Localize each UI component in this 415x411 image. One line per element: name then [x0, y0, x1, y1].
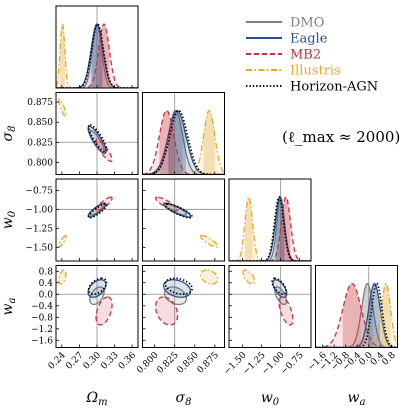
panel-Om-Om — [55, 5, 139, 89]
marginal-illustris-wa — [315, 282, 398, 348]
x-tick-label-s8: 0.825 — [155, 350, 180, 375]
marginal-dmo-w0 — [229, 196, 311, 261]
contour-eagle — [162, 279, 192, 298]
contour-horizon-agn — [164, 203, 193, 219]
axis-label-s8-x: σ8 — [176, 390, 192, 408]
y-tick-label-w0: −1.50 — [25, 243, 53, 253]
marginal-fill-mb2 — [315, 283, 398, 348]
contour-illustris — [58, 269, 67, 285]
marginal-fill-illustris — [142, 110, 225, 175]
axis-label-w0-x: w0 — [261, 390, 280, 408]
marginal-fill-mb2 — [229, 197, 311, 261]
y-tick-label-wa: 0.0 — [39, 290, 54, 300]
contour-horizon-agn — [271, 277, 287, 295]
marginal-fill-illustris — [56, 24, 138, 88]
legend-label-eagle: Eagle — [290, 32, 328, 47]
contour-illustris — [58, 234, 67, 248]
contour-mb2 — [95, 138, 113, 163]
marginal-mb2-s8 — [142, 109, 225, 175]
axis-label-s8-y: σ8 — [0, 126, 18, 142]
y-tick-label-wa: −1.6 — [31, 336, 53, 346]
panel-frame — [315, 265, 398, 348]
marginal-band-mb2 — [281, 197, 291, 261]
x-tick-label-s8: 0.875 — [196, 350, 221, 375]
y-tick-label-w0: −0.75 — [25, 186, 53, 196]
legend-label-horizon-agn: Horizon-AGN — [290, 80, 378, 95]
contour-horizon-agn — [87, 124, 108, 153]
marginal-fill-dmo — [56, 24, 138, 88]
y-tick-label-s8: 0.850 — [27, 118, 53, 128]
panel-frame — [228, 265, 312, 348]
y-tick-label-wa: −0.8 — [31, 313, 53, 323]
marginal-band-illustris — [203, 110, 215, 175]
marginal-fill-eagle — [315, 283, 398, 348]
marginal-band-mb2 — [159, 110, 174, 175]
contour-horizon-agn — [87, 277, 108, 295]
marginal-band-illustris — [244, 197, 253, 261]
y-tick-label-w0: −1.00 — [25, 205, 53, 215]
y-tick-label-wa: 0.4 — [39, 279, 54, 289]
x-tick-label-Om: 0.30 — [82, 350, 103, 371]
panel-Om-s8: 0.800 0.825 0.850 0.875 — [27, 92, 139, 175]
y-tick-label-wa: −0.4 — [31, 302, 53, 312]
marginal-fill-mb2 — [56, 24, 138, 88]
y-tick-label-s8: 0.800 — [27, 158, 53, 168]
contour-illustris — [242, 269, 256, 285]
x-tick-label-s8: 0.850 — [176, 350, 201, 375]
marginal-band-mb2 — [342, 283, 362, 348]
contour-illustris — [200, 269, 219, 285]
axis-label-Om-x: Ωm — [85, 390, 107, 408]
panel-w0-w0 — [228, 178, 312, 262]
contour-illustris — [58, 98, 67, 117]
marginal-fill-mb2 — [142, 110, 225, 175]
marginal-illustris-w0 — [229, 196, 311, 261]
x-tick-label-Om: 0.33 — [99, 350, 120, 371]
panel-wa-wa: −1.6−1.2−0.8−0.40.00.40.8 — [306, 265, 398, 373]
contour-mb2 — [154, 296, 179, 326]
marginal-fill-eagle — [56, 24, 138, 88]
legend-label-mb2: MB2 — [290, 48, 321, 63]
panel-w0-wa: −1.50−1.25−1.00−0.75 — [222, 265, 312, 377]
axis-label-w0-y: w0 — [0, 210, 18, 229]
panel-frame — [142, 178, 225, 262]
axis-label-wa-y: wa — [0, 297, 18, 315]
y-tick-label-s8: 0.875 — [27, 98, 53, 108]
legend-label-dmo: DMO — [290, 16, 324, 31]
panel-s8-w0 — [142, 178, 225, 262]
marginal-band-eagle — [368, 283, 381, 348]
marginal-band-illustris — [381, 283, 391, 348]
y-tick-label-s8: 0.825 — [27, 138, 53, 148]
panel-Om-w0: −1.50 −1.25 −1.00 −0.75 — [25, 178, 139, 262]
marginal-fill-illustris — [229, 197, 311, 261]
x-tick-label-wa: 0.8 — [381, 350, 398, 367]
contour-horizon-agn — [164, 277, 193, 295]
panel-frame — [142, 265, 225, 348]
marginal-eagle-Om — [56, 23, 138, 88]
marginal-dmo-wa — [315, 282, 398, 348]
y-tick-label-wa: −1.2 — [31, 325, 53, 335]
contour-illustris — [200, 234, 219, 248]
axis-label-wa-x: wa — [348, 390, 366, 408]
contour-mb2 — [278, 296, 294, 326]
panel-frame — [228, 178, 312, 262]
panel-frame — [142, 92, 225, 175]
panel-Om-wa: 0.240.270.300.330.36−1.6−1.2−0.8−0.40.00… — [31, 265, 139, 372]
x-tick-label-s8: 0.800 — [135, 350, 160, 375]
contour-mb2 — [95, 296, 113, 326]
panel-s8-s8 — [142, 92, 225, 175]
y-tick-label-w0: −1.25 — [25, 224, 53, 234]
x-tick-label-Om: 0.27 — [64, 350, 85, 371]
ell-max-annotation: (ℓ_max ≈ 2000) — [282, 128, 400, 146]
legend-label-illustris: Illustris — [290, 64, 341, 79]
contour-eagle — [87, 279, 107, 298]
y-tick-label-wa: 0.8 — [39, 267, 54, 277]
x-tick-label-Om: 0.24 — [47, 350, 68, 371]
